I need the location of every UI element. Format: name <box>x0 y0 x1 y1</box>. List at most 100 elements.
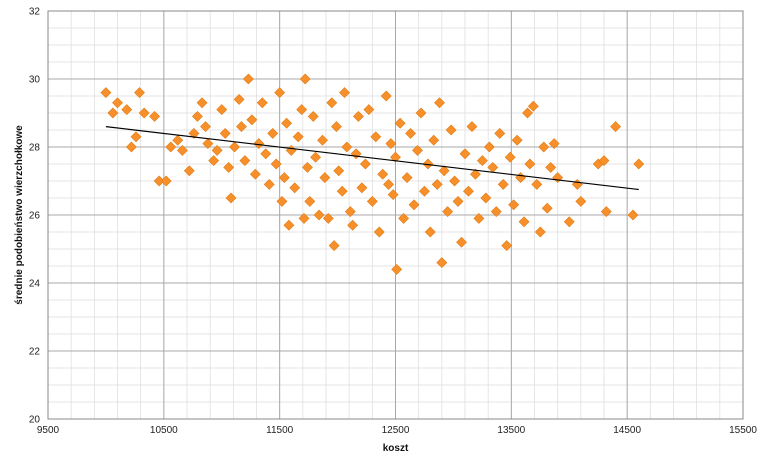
data-point <box>473 212 485 224</box>
data-point <box>125 141 137 153</box>
y-tick-label: 26 <box>29 211 41 222</box>
data-point <box>304 195 316 207</box>
data-point <box>276 195 288 207</box>
data-points <box>100 73 645 275</box>
data-point <box>236 121 247 133</box>
data-point <box>470 168 481 180</box>
data-point <box>480 192 492 204</box>
trendline <box>105 126 639 191</box>
data-point <box>274 87 286 99</box>
data-point <box>216 104 228 116</box>
data-point <box>449 175 460 187</box>
data-point <box>347 219 359 231</box>
data-point <box>424 226 436 238</box>
data-point <box>270 158 282 170</box>
x-tick-labels: 9500 10500 11500 12500 13500 14500 15500 <box>37 425 757 436</box>
data-point <box>253 138 265 150</box>
data-point <box>331 121 342 133</box>
data-point <box>289 182 301 194</box>
data-point <box>456 236 467 248</box>
data-point <box>223 161 235 173</box>
data-point <box>476 155 488 167</box>
x-tick-label: 9500 <box>37 425 60 436</box>
data-point <box>385 138 397 150</box>
data-point <box>408 199 420 211</box>
x-axis-label: koszt <box>383 443 409 454</box>
data-point <box>545 161 557 173</box>
data-point <box>296 104 308 116</box>
y-tick-label: 30 <box>29 75 41 86</box>
x-tick-label: 14500 <box>613 425 641 436</box>
data-point <box>422 158 434 170</box>
data-point <box>511 134 523 146</box>
data-point <box>466 121 478 133</box>
y-tick-label: 28 <box>29 143 41 154</box>
data-point <box>188 127 200 139</box>
data-point <box>353 110 364 122</box>
data-point <box>317 134 328 146</box>
data-point <box>442 206 454 218</box>
data-point <box>249 168 261 180</box>
y-tick-labels: 20 22 24 26 28 30 32 <box>29 7 41 426</box>
y-tick-label: 32 <box>29 7 41 18</box>
data-point <box>100 87 112 99</box>
data-point <box>183 165 195 177</box>
data-point <box>281 117 293 129</box>
data-point <box>610 121 622 133</box>
data-point <box>341 141 353 153</box>
data-point <box>319 172 331 184</box>
data-point <box>322 212 334 224</box>
data-point <box>328 240 340 252</box>
data-point <box>192 110 203 122</box>
data-point <box>260 148 272 160</box>
data-point <box>383 178 394 190</box>
data-point <box>436 257 448 269</box>
data-point <box>229 141 240 153</box>
data-point <box>490 206 502 218</box>
data-point <box>428 134 440 146</box>
data-point <box>202 138 214 150</box>
data-point <box>390 151 401 163</box>
data-point <box>239 155 251 167</box>
data-point <box>165 141 177 153</box>
y-tick-label: 22 <box>29 347 41 358</box>
data-point <box>176 144 188 156</box>
data-point <box>563 216 575 228</box>
data-point <box>377 168 389 180</box>
data-point <box>391 263 403 275</box>
data-point <box>130 131 142 143</box>
data-point <box>387 189 399 201</box>
y-tick-label: 20 <box>29 415 41 426</box>
data-point <box>483 141 495 153</box>
x-tick-label: 15500 <box>729 425 757 436</box>
data-point <box>518 216 530 228</box>
data-point <box>172 134 184 146</box>
data-point <box>431 178 443 190</box>
data-point <box>219 127 231 139</box>
x-tick-label: 10500 <box>150 425 178 436</box>
data-point <box>225 192 237 204</box>
data-point <box>233 93 245 105</box>
data-point <box>527 100 539 112</box>
data-point <box>627 209 639 221</box>
data-point <box>339 87 350 99</box>
data-point <box>200 121 211 133</box>
data-point <box>356 182 368 194</box>
data-point <box>278 172 290 184</box>
data-point <box>445 124 457 136</box>
data-point <box>299 73 311 85</box>
data-point <box>298 212 310 224</box>
data-point <box>333 165 345 177</box>
data-point <box>350 148 362 160</box>
data-point <box>541 202 553 214</box>
data-point <box>598 155 610 167</box>
data-point <box>196 97 208 109</box>
data-point <box>401 172 413 184</box>
data-point <box>160 175 172 187</box>
data-point <box>292 131 304 143</box>
data-point <box>548 138 560 150</box>
data-point <box>256 97 268 109</box>
data-point <box>452 195 464 207</box>
major-grid <box>47 10 744 420</box>
